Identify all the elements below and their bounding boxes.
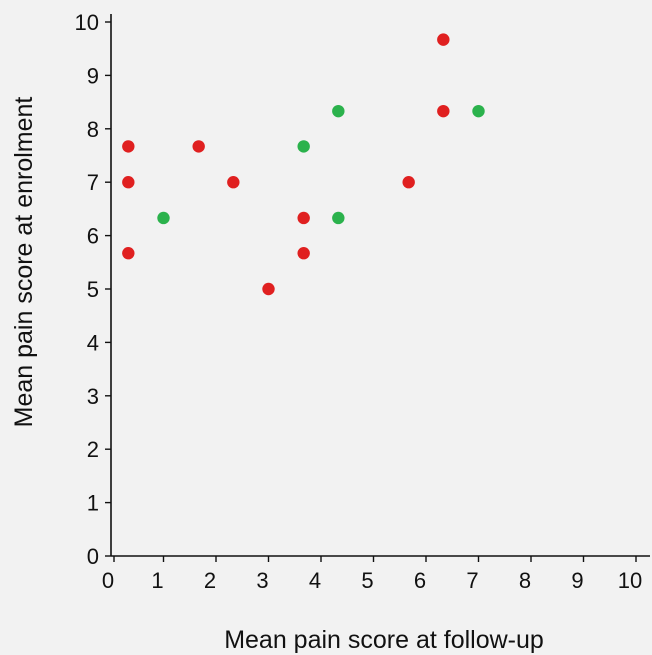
y-axis-title: Mean pain score at enrolment bbox=[10, 97, 38, 428]
red-data-point bbox=[122, 176, 135, 189]
red-data-point bbox=[437, 33, 450, 46]
y-tick-label: 5 bbox=[87, 277, 99, 302]
red-data-point bbox=[297, 211, 310, 225]
y-tick-label: 4 bbox=[87, 330, 99, 355]
y-tick-label: 1 bbox=[87, 491, 99, 516]
red-data-point bbox=[297, 247, 310, 260]
x-tick-label: 7 bbox=[466, 568, 478, 593]
x-axis-title: Mean pain score at follow-up bbox=[224, 626, 544, 654]
green-data-point bbox=[297, 140, 310, 153]
x-tick-label: 10 bbox=[618, 568, 642, 593]
red-data-point bbox=[227, 176, 240, 189]
green-data-point bbox=[332, 211, 345, 225]
y-tick-label: 9 bbox=[87, 63, 99, 88]
red-data-point bbox=[402, 176, 415, 189]
red-data-point bbox=[122, 247, 135, 260]
y-tick-label: 0 bbox=[87, 544, 99, 569]
y-tick-label: 7 bbox=[87, 170, 99, 195]
y-tick-label: 10 bbox=[75, 10, 99, 35]
red-data-point bbox=[192, 140, 205, 153]
y-tick-label: 3 bbox=[87, 384, 99, 409]
x-tick-label: 6 bbox=[414, 568, 426, 593]
y-axis-ticks: 0 1 2 3 4 5 6 7 8 9 10 bbox=[75, 10, 111, 569]
y-tick-label: 6 bbox=[87, 224, 99, 249]
red-data-point bbox=[437, 104, 450, 118]
green-data-point bbox=[472, 104, 485, 118]
y-tick-label: 8 bbox=[87, 117, 99, 142]
x-tick-label: 1 bbox=[151, 568, 163, 593]
x-tick-label: 0 bbox=[102, 568, 114, 593]
red-data-point bbox=[262, 282, 275, 296]
axes bbox=[110, 14, 650, 557]
y-tick-label: 2 bbox=[87, 437, 99, 462]
red-data-point bbox=[122, 140, 135, 153]
data-points bbox=[122, 33, 485, 296]
x-tick-label: 8 bbox=[519, 568, 531, 593]
green-data-point bbox=[157, 211, 170, 225]
green-data-point bbox=[332, 104, 345, 118]
x-tick-label: 2 bbox=[204, 568, 216, 593]
x-tick-label: 5 bbox=[361, 568, 373, 593]
x-axis-ticks: 0 1 2 3 4 5 6 7 8 9 10 bbox=[102, 556, 642, 593]
x-tick-label: 9 bbox=[571, 568, 583, 593]
x-tick-label: 3 bbox=[256, 568, 268, 593]
x-tick-label: 4 bbox=[309, 568, 321, 593]
